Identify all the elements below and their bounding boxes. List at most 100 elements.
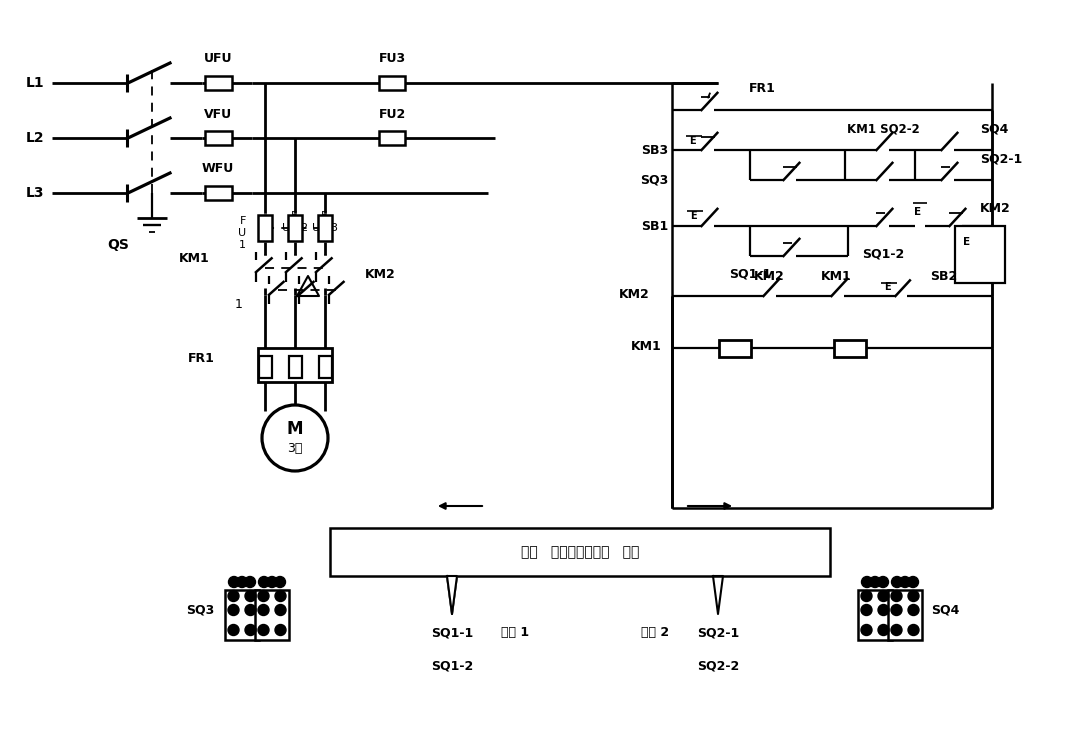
Text: KM2: KM2	[619, 288, 650, 300]
Text: KM2: KM2	[365, 267, 395, 280]
Circle shape	[228, 604, 239, 615]
Circle shape	[258, 590, 269, 601]
Text: F: F	[321, 211, 327, 221]
Text: SQ2-1: SQ2-1	[980, 153, 1023, 165]
Bar	[258, 356, 271, 378]
Circle shape	[861, 604, 872, 615]
Circle shape	[861, 590, 872, 601]
Circle shape	[878, 590, 889, 601]
Bar	[204, 186, 231, 200]
Circle shape	[908, 604, 919, 615]
Text: 3: 3	[330, 223, 337, 233]
Bar	[204, 76, 231, 90]
Text: U: U	[312, 223, 320, 233]
Text: 2: 2	[300, 223, 308, 233]
Text: QS: QS	[107, 238, 129, 252]
Text: SQ1-2: SQ1-2	[431, 660, 473, 672]
Bar	[255, 590, 289, 640]
Circle shape	[862, 576, 873, 587]
Bar	[258, 348, 332, 382]
Circle shape	[275, 624, 286, 635]
Bar	[888, 590, 922, 640]
Text: KM1: KM1	[179, 252, 210, 266]
Text: L3: L3	[26, 186, 44, 200]
Bar	[319, 356, 332, 378]
Circle shape	[275, 604, 286, 615]
Text: VFU: VFU	[204, 108, 232, 120]
Bar	[258, 215, 272, 241]
Text: U: U	[238, 228, 246, 238]
Bar	[318, 215, 332, 241]
Text: E: E	[963, 237, 971, 247]
Circle shape	[861, 624, 872, 635]
Text: SB3: SB3	[640, 143, 669, 156]
Circle shape	[245, 624, 256, 635]
Text: SQ3: SQ3	[639, 173, 669, 187]
Text: E: E	[915, 207, 921, 217]
Text: F: F	[240, 216, 246, 226]
Text: E: E	[885, 282, 891, 292]
Bar	[858, 590, 892, 640]
Text: SQ4: SQ4	[980, 123, 1009, 136]
Text: SQ2-1: SQ2-1	[697, 627, 739, 640]
Text: 挡铁 2: 挡铁 2	[640, 627, 670, 640]
Text: KM1 SQ2-2: KM1 SQ2-2	[847, 123, 919, 136]
Text: L1: L1	[26, 76, 44, 90]
Text: L2: L2	[26, 131, 44, 145]
Bar	[225, 590, 259, 640]
Circle shape	[878, 604, 889, 615]
Bar	[719, 339, 751, 356]
Circle shape	[267, 576, 278, 587]
Text: FU2: FU2	[378, 108, 406, 120]
Text: FU3: FU3	[378, 52, 406, 66]
Text: 向左   工作台运动方向   向右: 向左 工作台运动方向 向右	[521, 545, 639, 559]
Circle shape	[229, 576, 240, 587]
Text: WFU: WFU	[202, 162, 234, 176]
Circle shape	[262, 405, 328, 471]
Circle shape	[228, 590, 239, 601]
Circle shape	[900, 576, 910, 587]
Circle shape	[245, 604, 256, 615]
Text: SQ1-1: SQ1-1	[431, 627, 473, 640]
Circle shape	[907, 576, 918, 587]
Bar	[204, 131, 231, 145]
Bar	[330, 528, 831, 576]
Text: SQ3: SQ3	[186, 604, 214, 616]
Bar	[955, 226, 1005, 283]
Circle shape	[908, 590, 919, 601]
Circle shape	[891, 590, 902, 601]
Text: 3～: 3～	[287, 441, 302, 455]
Bar	[288, 356, 301, 378]
Text: KM2: KM2	[980, 201, 1011, 215]
Text: KM2: KM2	[835, 339, 866, 353]
Text: SQ1-2: SQ1-2	[862, 247, 904, 261]
Text: FR1: FR1	[188, 351, 215, 365]
Circle shape	[244, 576, 256, 587]
Circle shape	[258, 624, 269, 635]
Circle shape	[258, 604, 269, 615]
Bar	[834, 339, 866, 356]
Circle shape	[258, 576, 270, 587]
Text: 1: 1	[235, 298, 243, 311]
Circle shape	[891, 604, 902, 615]
Text: UFU: UFU	[204, 52, 232, 66]
Circle shape	[275, 590, 286, 601]
Circle shape	[878, 624, 889, 635]
Polygon shape	[447, 576, 457, 614]
Text: SB1: SB1	[640, 219, 669, 232]
Bar	[288, 215, 302, 241]
Text: E: E	[690, 211, 697, 221]
Bar	[378, 76, 405, 90]
Circle shape	[245, 590, 256, 601]
Text: SQ2-2: SQ2-2	[697, 660, 739, 672]
Text: SQ1-1: SQ1-1	[729, 267, 771, 280]
Circle shape	[877, 576, 889, 587]
Text: SB2: SB2	[930, 269, 957, 283]
Text: 挡铁 1: 挡铁 1	[501, 627, 529, 640]
Circle shape	[908, 624, 919, 635]
Circle shape	[274, 576, 285, 587]
Circle shape	[228, 624, 239, 635]
Text: U: U	[282, 223, 291, 233]
Text: FR1: FR1	[748, 83, 775, 95]
Text: KM1: KM1	[631, 339, 662, 353]
